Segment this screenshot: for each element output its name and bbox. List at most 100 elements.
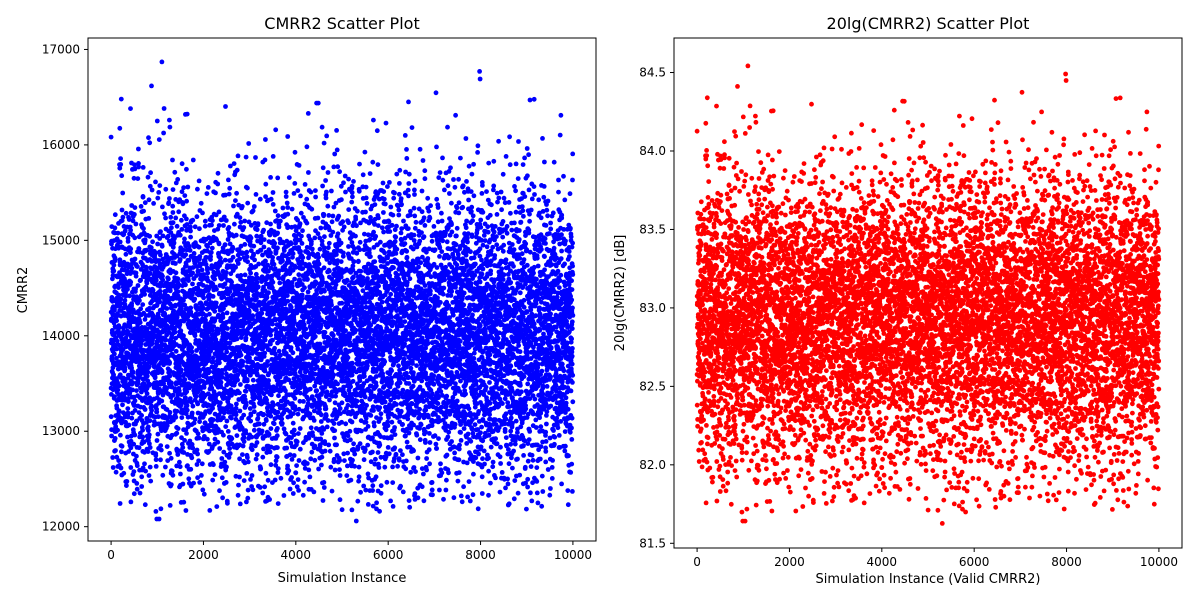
- scatter-point: [260, 454, 266, 460]
- scatter-point: [126, 338, 132, 344]
- scatter-point: [113, 469, 119, 475]
- scatter-point: [151, 201, 157, 206]
- scatter-point: [128, 227, 134, 233]
- scatter-point: [231, 203, 236, 209]
- scatter-point: [145, 174, 151, 180]
- scatter-point: [197, 226, 202, 232]
- scatter-point: [136, 445, 142, 451]
- scatter-point: [136, 164, 142, 170]
- scatter-point: [287, 486, 293, 492]
- scatter-point: [232, 221, 237, 227]
- scatter-point: [254, 227, 260, 233]
- scatter-point: [154, 438, 160, 443]
- scatter-point: [274, 454, 280, 460]
- scatter-point: [267, 497, 272, 502]
- scatter-point: [270, 321, 275, 327]
- scatter-point: [167, 196, 172, 201]
- scatter-point: [135, 176, 141, 182]
- scatter-point: [249, 473, 255, 478]
- scatter-point: [285, 134, 291, 139]
- scatter-point: [237, 474, 242, 480]
- scatter-point: [278, 475, 284, 481]
- scatter-point: [113, 424, 119, 429]
- scatter-point: [167, 124, 173, 130]
- scatter-point: [215, 439, 221, 445]
- scatter-point: [251, 204, 257, 209]
- scatter-point: [237, 256, 243, 262]
- scatter-point: [213, 300, 219, 306]
- scatter-point: [196, 178, 202, 184]
- scatter-point: [251, 409, 257, 415]
- scatter-point: [308, 264, 313, 270]
- scatter-point: [229, 436, 235, 441]
- scatter-point: [156, 414, 161, 420]
- scatter-point: [123, 210, 129, 216]
- scatter-point: [248, 418, 254, 424]
- scatter-point: [116, 458, 122, 463]
- scatter-point: [320, 165, 326, 171]
- scatter-point: [189, 410, 195, 416]
- scatter-point: [201, 295, 207, 301]
- scatter-point: [138, 361, 144, 366]
- scatter-point: [129, 265, 135, 271]
- scatter-point: [243, 402, 249, 408]
- scatter-point: [292, 396, 298, 401]
- scatter-point: [158, 443, 164, 448]
- scatter-point: [333, 393, 338, 399]
- scatter-point: [285, 463, 290, 469]
- scatter-point: [237, 501, 243, 507]
- scatter-point: [261, 227, 266, 233]
- scatter-point: [138, 277, 144, 283]
- scatter-point: [131, 441, 137, 447]
- scatter-point: [157, 183, 163, 189]
- scatter-point: [174, 430, 180, 436]
- scatter-point: [117, 501, 123, 506]
- scatter-point: [336, 213, 342, 219]
- scatter-point: [235, 492, 241, 498]
- scatter-point: [144, 326, 150, 332]
- scatter-point: [270, 154, 276, 159]
- scatter-point: [230, 254, 236, 260]
- scatter-point: [337, 497, 343, 503]
- scatter-point: [333, 282, 339, 288]
- scatter-point: [270, 202, 276, 207]
- scatter-point: [167, 117, 172, 123]
- scatter-point: [141, 439, 147, 445]
- scatter-point: [209, 222, 214, 228]
- scatter-point: [167, 503, 173, 508]
- scatter-point: [132, 256, 138, 262]
- scatter-point: [128, 279, 134, 285]
- scatter-point: [292, 276, 297, 282]
- scatter-point: [246, 141, 252, 146]
- scatter-point: [292, 181, 298, 186]
- scatter-point: [176, 209, 182, 215]
- scatter-point: [241, 225, 247, 230]
- scatter-point: [216, 209, 222, 215]
- scatter-point: [244, 254, 250, 260]
- scatter-point: [291, 432, 297, 438]
- scatter-point: [135, 283, 141, 288]
- scatter-point: [319, 454, 325, 460]
- scatter-point: [226, 177, 231, 183]
- scatter-point: [227, 185, 233, 191]
- scatter-point: [130, 218, 136, 224]
- scatter-point: [118, 465, 124, 471]
- scatter-point: [251, 404, 257, 409]
- scatter-point: [212, 308, 218, 314]
- scatter-point: [245, 487, 251, 493]
- scatter-point: [175, 177, 181, 182]
- scatter-point: [315, 231, 321, 237]
- scatter-point: [326, 213, 332, 218]
- scatter-point: [303, 326, 309, 332]
- scatter-point: [194, 214, 200, 220]
- scatter-point: [130, 387, 136, 393]
- scatter-point: [132, 235, 138, 241]
- scatter-point: [304, 461, 310, 466]
- scatter-point: [262, 484, 268, 490]
- scatter-point: [128, 499, 134, 505]
- scatter-point: [152, 374, 158, 380]
- scatter-point: [268, 426, 274, 431]
- scatter-point: [241, 439, 247, 444]
- scatter-point: [204, 191, 210, 197]
- scatter-point: [163, 186, 169, 192]
